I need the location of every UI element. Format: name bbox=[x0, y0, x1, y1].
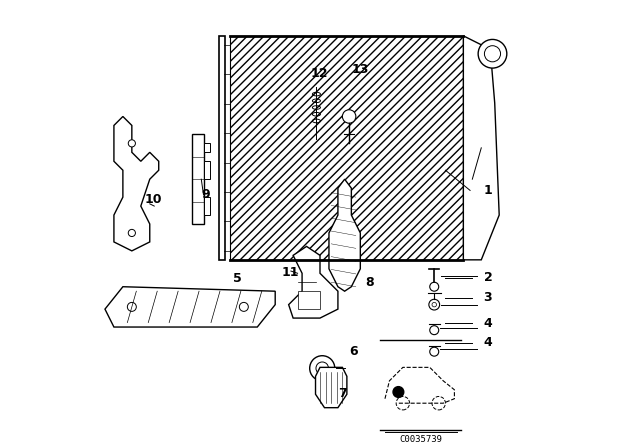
Circle shape bbox=[430, 347, 439, 356]
Polygon shape bbox=[316, 367, 347, 408]
Circle shape bbox=[128, 140, 136, 147]
Circle shape bbox=[127, 302, 136, 311]
Polygon shape bbox=[114, 116, 159, 251]
Polygon shape bbox=[289, 246, 338, 318]
Text: 7: 7 bbox=[338, 387, 347, 400]
Text: 10: 10 bbox=[145, 193, 162, 206]
Bar bbox=[204, 143, 210, 152]
Circle shape bbox=[128, 229, 136, 237]
Text: 3: 3 bbox=[484, 291, 492, 305]
Bar bbox=[192, 134, 204, 224]
Bar bbox=[204, 161, 210, 179]
Text: 2: 2 bbox=[484, 271, 492, 284]
Bar bbox=[298, 291, 320, 309]
Text: 4: 4 bbox=[484, 317, 492, 330]
Text: 13: 13 bbox=[351, 63, 369, 76]
Text: 4: 4 bbox=[484, 336, 492, 349]
Circle shape bbox=[396, 396, 410, 410]
Circle shape bbox=[310, 356, 335, 381]
Circle shape bbox=[484, 46, 500, 62]
Circle shape bbox=[429, 299, 440, 310]
Polygon shape bbox=[463, 36, 499, 260]
Text: C0035739: C0035739 bbox=[399, 435, 442, 444]
Text: 5: 5 bbox=[233, 272, 241, 285]
Polygon shape bbox=[329, 179, 360, 291]
Circle shape bbox=[432, 396, 445, 410]
Text: 8: 8 bbox=[365, 276, 373, 289]
Circle shape bbox=[393, 387, 404, 397]
Circle shape bbox=[430, 326, 439, 335]
Bar bbox=[204, 197, 210, 215]
Bar bbox=[219, 36, 225, 260]
Circle shape bbox=[342, 110, 356, 123]
Circle shape bbox=[316, 362, 328, 375]
Polygon shape bbox=[105, 287, 275, 327]
Bar bbox=[230, 36, 463, 260]
Circle shape bbox=[432, 302, 436, 307]
Text: 6: 6 bbox=[349, 345, 358, 358]
Circle shape bbox=[430, 282, 439, 291]
Circle shape bbox=[478, 39, 507, 68]
Text: 9: 9 bbox=[202, 188, 210, 202]
Text: 11: 11 bbox=[282, 266, 300, 279]
Circle shape bbox=[239, 302, 248, 311]
Text: 12: 12 bbox=[311, 67, 328, 81]
Text: 1: 1 bbox=[484, 184, 492, 197]
